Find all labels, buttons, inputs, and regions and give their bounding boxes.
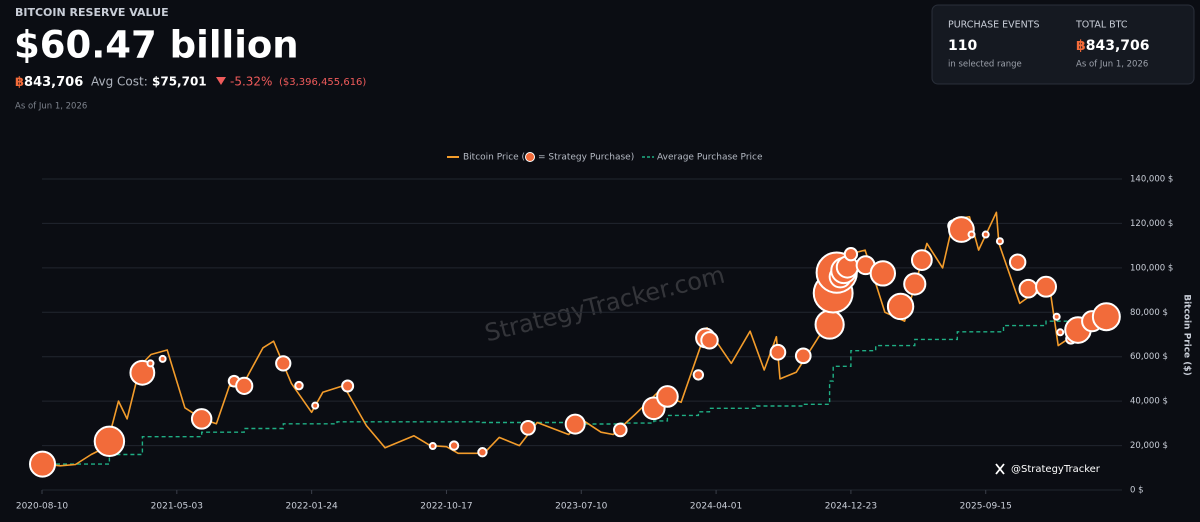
purchase-bubble — [1035, 275, 1058, 298]
stat-note: As of Jun 1, 2026 — [1076, 60, 1148, 70]
as-of-date: As of Jun 1, 2026 — [15, 102, 87, 112]
y-tick-label: 100,000 $ — [1130, 263, 1173, 273]
purchase-bubble — [843, 247, 859, 262]
stat-label: PURCHASE EVENTS — [948, 20, 1040, 31]
purchase-bubble — [294, 380, 304, 391]
purchase-bubble — [814, 309, 845, 340]
btc-holdings: ฿843,706 — [15, 75, 83, 90]
purchase-bubble — [520, 419, 536, 436]
purchase-bubble — [1018, 278, 1039, 299]
btc-symbol: ฿ — [15, 75, 24, 90]
purchase-bubble — [93, 425, 126, 457]
plot-area: 0 $ 20,000 $ 40,000 $ 60,000 $ 80,000 $ 100,0… — [16, 175, 1173, 512]
avg-price-line — [42, 320, 1118, 465]
watermark: StrategyTracker.com — [482, 261, 728, 348]
legend-bubble-icon — [525, 152, 535, 162]
purchase-bubble — [886, 292, 915, 321]
x-tick-label: 2022-01-24 — [285, 502, 338, 512]
attribution: @StrategyTracker — [995, 463, 1101, 475]
purchase-bubble — [158, 354, 167, 363]
legend-label: Average Purchase Price — [657, 153, 763, 163]
purchase-bubble — [967, 230, 976, 239]
x-tick-label: 2020-08-10 — [16, 502, 69, 512]
y-tick-label: 60,000 $ — [1130, 352, 1168, 362]
x-tick-label: 2022-10-17 — [420, 502, 472, 512]
y-tick-label: 40,000 $ — [1130, 397, 1168, 407]
btc-amount: 843,706 — [24, 75, 83, 90]
avg-cost: $75,701 — [152, 75, 207, 89]
purchase-bubble — [769, 343, 787, 361]
y-tick-label: 20,000 $ — [1130, 441, 1168, 451]
purchase-bubble — [428, 442, 437, 451]
purchase-bubble — [448, 440, 460, 451]
purchase-bubble — [341, 379, 355, 393]
purchase-bubble — [948, 216, 975, 243]
stat-note: in selected range — [948, 60, 1022, 70]
purchase-bubble — [613, 422, 628, 438]
purchase-bubble — [1052, 312, 1061, 321]
x-tick-label: 2021-05-03 — [151, 502, 203, 512]
x-tick-label: 2025-09-15 — [960, 502, 1012, 512]
legend-label: Bitcoin Price ( — [463, 153, 525, 163]
purchase-bubble — [190, 408, 213, 430]
purchase-bubble — [794, 347, 812, 365]
purchase-bubble — [1008, 253, 1027, 271]
stat-value: 110 — [948, 38, 977, 54]
y-tick-label: 0 $ — [1130, 486, 1144, 496]
attribution-handle: @StrategyTracker — [1011, 464, 1101, 475]
purchase-bubble — [981, 230, 990, 239]
x-tick-label: 2024-12-23 — [825, 502, 877, 512]
header: BITCOIN RESERVE VALUE $60.47 billion ฿84… — [14, 6, 366, 112]
purchase-bubble — [692, 369, 705, 381]
purchase-bubble — [146, 359, 155, 368]
purchase-bubble — [1056, 328, 1065, 337]
x-logo-icon — [995, 463, 1005, 475]
purchase-bubble — [235, 376, 254, 395]
purchase-bubble — [995, 237, 1004, 246]
btc-amount: 843,706 — [1086, 38, 1150, 54]
y-tick-label: 140,000 $ — [1130, 175, 1173, 185]
purchase-bubble — [1091, 302, 1121, 332]
purchase-bubble — [656, 385, 679, 408]
y-axis-label: Bitcoin Price ($) — [1182, 294, 1192, 376]
avg-cost-label: Avg Cost: — [91, 75, 148, 89]
reserve-value: $60.47 billion — [14, 24, 299, 67]
stat-label: TOTAL BTC — [1075, 20, 1128, 31]
purchase-bubble — [564, 413, 586, 435]
y-tick-label: 80,000 $ — [1130, 308, 1168, 318]
purchase-bubble — [29, 450, 57, 478]
x-tick-label: 2023-07-10 — [555, 502, 608, 512]
header-title: BITCOIN RESERVE VALUE — [15, 6, 169, 19]
legend-label: = Strategy Purchase) — [538, 153, 634, 163]
stats-box — [931, 4, 1195, 85]
btc-symbol: ฿ — [1076, 38, 1086, 54]
purchase-bubble — [903, 272, 927, 296]
down-arrow-icon — [216, 77, 226, 85]
purchase-bubble — [311, 401, 320, 410]
legend: Bitcoin Price ( = Strategy Purchase) Ave… — [447, 152, 763, 163]
purchase-bubble — [129, 359, 156, 386]
purchase-bubble — [910, 249, 933, 271]
stat-value: ฿843,706 — [1076, 38, 1150, 54]
y-tick-label: 120,000 $ — [1130, 219, 1173, 229]
purchase-bubble — [869, 260, 897, 287]
purchase-bubble — [275, 355, 292, 372]
purchase-bubble — [477, 447, 488, 458]
change-percent: -5.32% — [230, 75, 272, 89]
x-tick-label: 2024-04-01 — [690, 502, 742, 512]
purchase-bubble — [700, 331, 719, 350]
stats-panel: PURCHASE EVENTS 110 in selected range TO… — [931, 4, 1195, 85]
change-amount: ($3,396,455,616) — [279, 77, 366, 88]
